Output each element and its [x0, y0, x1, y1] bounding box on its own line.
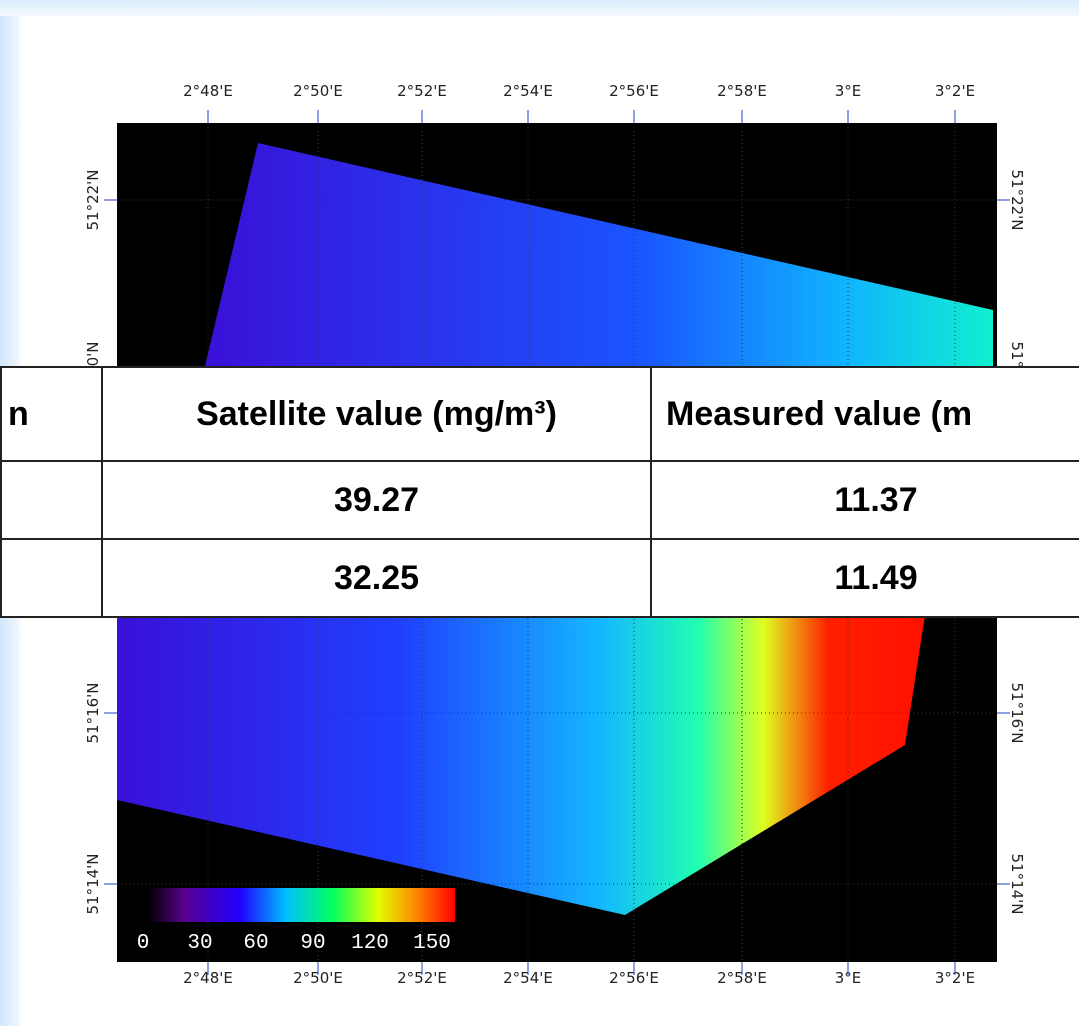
lat-label: 51°22'N: [84, 169, 102, 230]
header-cell: Satellite value (mg/m³): [102, 367, 651, 461]
table-cell: 32.25: [102, 539, 651, 617]
colorbar-label: 0: [137, 932, 150, 955]
table-cell: 39.27: [102, 461, 651, 539]
lon-label: 3°E: [835, 82, 862, 100]
table-row: 39.27 11.37: [1, 461, 1079, 539]
colorbar-label: 30: [187, 932, 212, 955]
table-cell: 11.37: [651, 461, 1079, 539]
table-header: n Satellite value (mg/m³) Measured value…: [1, 367, 1079, 461]
slide-edge: [0, 0, 1079, 16]
lat-label: 51°22'N: [1008, 169, 1026, 230]
lat-label: 51°14'N: [84, 853, 102, 914]
lon-label: 3°2'E: [935, 82, 975, 100]
slide: 2°48'E2°48'E2°50'E2°50'E2°52'E2°52'E2°54…: [0, 0, 1079, 1026]
lon-label: 2°58'E: [717, 82, 767, 100]
table-row: 32.25 11.49: [1, 539, 1079, 617]
colorbar-label: 90: [300, 932, 325, 955]
header-cell: n: [1, 367, 102, 461]
lon-label: 2°56'E: [609, 82, 659, 100]
lon-label: 2°50'E: [293, 82, 343, 100]
data-table: n Satellite value (mg/m³) Measured value…: [0, 366, 1079, 618]
table-cell: [1, 539, 102, 617]
colorbar: [148, 888, 455, 922]
lat-label: 51°16'N: [1008, 682, 1026, 743]
lon-label: 2°54'E: [503, 82, 553, 100]
table-cell: [1, 461, 102, 539]
colorbar-label: 60: [243, 932, 268, 955]
lat-label: 51°14'N: [1008, 853, 1026, 914]
table-cell: 11.49: [651, 539, 1079, 617]
lon-label: 2°48'E: [183, 82, 233, 100]
colorbar-label: 150: [413, 932, 451, 955]
lat-label: 51°16'N: [84, 682, 102, 743]
colorbar-label: 120: [351, 932, 389, 955]
page: {"map": { "lon_labels_top": ["2°48'E", "…: [0, 0, 1079, 1026]
header-cell: Measured value (m: [651, 367, 1079, 461]
lon-label: 2°52'E: [397, 82, 447, 100]
